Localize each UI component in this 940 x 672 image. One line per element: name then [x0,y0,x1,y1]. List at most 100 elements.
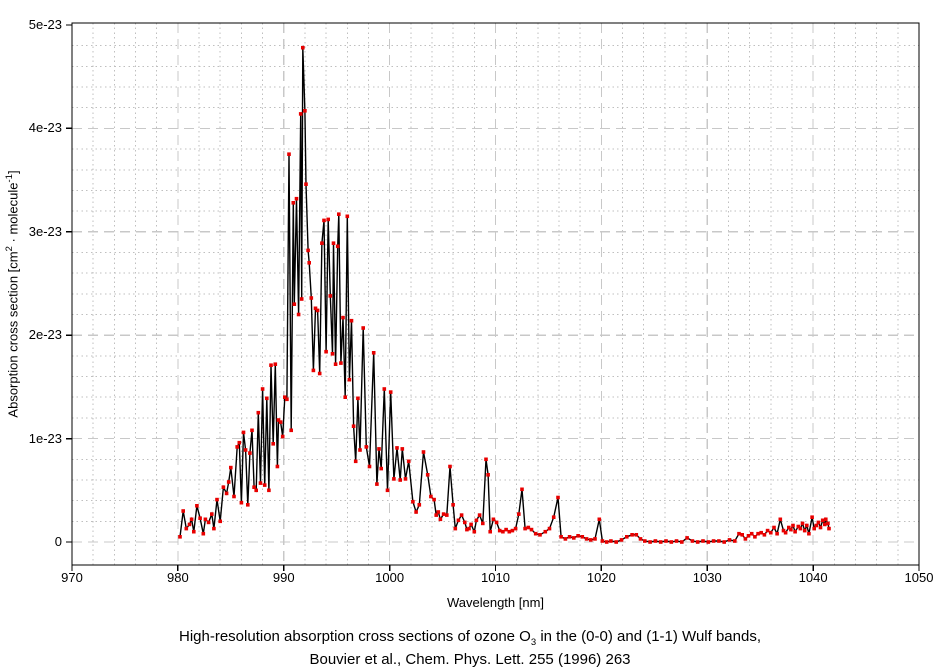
data-point-marker [326,217,330,222]
data-point-marker [619,538,624,542]
data-point-marker [556,495,560,500]
data-point-marker [823,522,827,527]
data-point-marker [762,533,767,537]
data-point-marker [283,395,287,399]
data-point-marker [296,312,301,317]
data-point-marker [250,428,254,433]
data-point-marker [576,534,580,538]
caption-line1-rest: in the (0-0) and (1-1) Wulf bands, [536,628,761,645]
data-point-marker [717,539,721,543]
data-point-marker [301,45,305,50]
data-point-marker [456,518,461,523]
data-point-marker [759,530,763,535]
data-point-marker [203,517,208,522]
data-point-marker [824,517,828,522]
data-point-marker [533,531,538,536]
data-point-marker [339,361,343,365]
data-point-marker [643,539,647,543]
data-point-marker [229,465,233,470]
data-point-marker [432,497,436,502]
data-point-marker [315,308,320,313]
data-point-marker [379,466,383,471]
data-point-marker [351,424,356,428]
y-axis-title-sup-2: 2 [4,246,16,252]
data-point-marker [285,397,289,402]
data-point-marker [330,352,335,356]
data-point-marker [504,527,508,532]
data-point-marker [436,510,441,514]
data-point-marker [584,537,589,541]
data-point-marker [307,261,311,265]
axis-ticks [66,24,920,571]
y-tick-label-4e-23: 4e-23 [28,120,62,136]
data-point-marker [320,241,324,245]
x-tick-label-1010: 1010 [481,570,510,585]
data-point-marker [309,296,314,300]
data-point-marker [701,539,705,543]
data-point-marker [341,315,345,320]
data-point-marker [796,524,801,529]
data-point-marker [243,448,248,452]
data-point-marker [451,503,455,507]
data-point-marker [826,521,830,526]
data-point-marker [276,418,281,422]
data-point-marker [395,446,399,450]
data-point-marker [572,536,576,540]
data-point-marker [481,521,485,526]
data-point-marker [526,525,531,530]
data-point-marker [287,152,291,156]
data-point-marker [753,535,757,539]
data-point-marker [802,528,807,533]
data-point-marker [273,362,278,366]
data-point-marker [215,497,219,502]
data-point-marker [625,535,629,539]
data-point-marker [597,517,602,522]
data-point-marker [800,521,805,526]
data-point-marker [743,537,748,541]
data-point-marker [695,540,700,544]
data-point-marker [648,540,652,544]
data-point-marker [805,523,809,528]
data-point-marker [417,503,422,507]
data-point-marker [494,520,499,525]
data-point-marker [593,537,597,541]
data-point-marker [333,362,338,366]
data-point-marker [289,428,293,433]
data-point-marker [212,526,216,531]
data-point-marker [226,480,231,484]
data-point-marker [429,494,433,499]
x-tick-label-1000: 1000 [375,570,405,585]
data-point-marker [195,504,199,508]
data-point-marker [232,494,236,499]
data-point-marker [248,451,252,455]
data-point-marker [298,112,303,116]
data-point-marker [472,529,477,534]
y-axis-title-text: Absorption cross section [cm [5,251,21,418]
data-point-marker [254,488,258,493]
data-point-marker [206,520,211,525]
data-point-marker [278,420,283,424]
data-point-marker [221,485,226,489]
data-point-marker [746,534,751,538]
data-point-marker [740,533,744,537]
caption-line-2: Bouvier et al., Chem. Phys. Lett. 255 (1… [309,651,631,668]
data-point-marker [382,387,387,391]
data-point-marker [810,515,814,519]
data-point-marker [385,488,390,493]
spectrum-plot [66,22,920,571]
data-point-marker [463,520,467,525]
data-point-marker [756,531,760,536]
data-point-marker [484,457,488,462]
data-point-marker [306,248,310,253]
data-point-marker [235,445,239,449]
data-point-marker [275,464,280,469]
data-point-marker [260,387,265,391]
data-point-marker [551,515,556,519]
data-point-marker [367,464,372,469]
data-point-marker [192,529,196,534]
data-point-marker [438,517,443,522]
y-tick-label-0: 0 [54,534,62,549]
data-point-marker [353,459,358,464]
data-point-marker [749,531,754,536]
data-point-marker [347,377,352,382]
